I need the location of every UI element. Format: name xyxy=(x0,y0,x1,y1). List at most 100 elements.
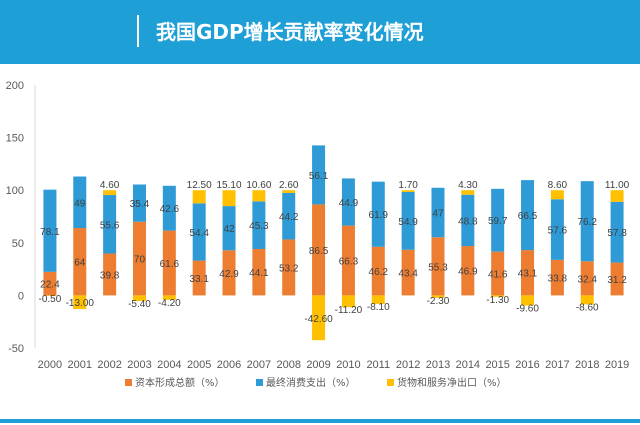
data-label: -8.10 xyxy=(367,302,390,313)
data-label: 12.50 xyxy=(187,180,212,191)
bar-segment xyxy=(491,295,505,297)
bar-segment xyxy=(401,191,415,250)
legend: 资本形成总额（%） 最终消费支出（%） 货物和服务净出口（%） xyxy=(125,376,507,389)
bar-segment xyxy=(73,176,87,229)
x-tick-label: 2011 xyxy=(366,359,390,371)
data-label: -0.50 xyxy=(39,294,62,305)
bar-segment xyxy=(610,190,624,202)
x-tick-label: 2007 xyxy=(247,359,271,371)
data-label: 42 xyxy=(223,224,235,235)
x-tick-label: 2013 xyxy=(426,359,450,371)
bar-segment xyxy=(252,190,266,202)
bar-segment xyxy=(401,249,415,296)
x-tick-label: 2006 xyxy=(217,359,241,371)
bar-segment xyxy=(43,189,57,272)
bar-segment xyxy=(521,295,535,306)
x-tick-label: 2016 xyxy=(515,359,539,371)
x-tick-label: 2000 xyxy=(38,359,62,371)
header-banner: 我国GDP增长贡献率变化情况 xyxy=(0,0,640,64)
bar-segment xyxy=(132,184,146,222)
bar-segment xyxy=(521,250,535,296)
bar-segment xyxy=(132,295,146,302)
header-divider xyxy=(137,15,139,47)
data-label: 61.9 xyxy=(369,210,389,221)
data-label: 44.1 xyxy=(249,268,269,279)
bar-segment xyxy=(73,228,87,296)
data-label: 57.8 xyxy=(607,228,627,239)
bar-segment xyxy=(491,188,505,252)
bar-segment xyxy=(491,251,505,296)
bar-segment xyxy=(431,187,445,238)
data-label: 43.4 xyxy=(398,269,418,280)
bar-segment xyxy=(550,199,564,260)
data-label: -2.30 xyxy=(427,296,450,307)
bar-segment xyxy=(371,181,385,247)
data-label: 70 xyxy=(134,255,146,266)
data-label: 53.2 xyxy=(279,263,299,274)
bar-segment xyxy=(282,192,296,240)
data-label: 54.4 xyxy=(189,228,209,239)
y-axis: -50 0 50 100 150 200 xyxy=(6,80,36,355)
bottom-rule xyxy=(0,419,640,423)
data-label: 33.8 xyxy=(548,274,568,285)
data-label: 2.60 xyxy=(279,180,299,191)
legend-swatch xyxy=(125,379,132,386)
bar-segment xyxy=(580,261,594,296)
bar-segment xyxy=(371,295,385,304)
bar-segment xyxy=(341,178,355,226)
data-labels: 22.4 78.1 -0.50 64 49 -13.00 39.8 55.6 4.60 70 35.… xyxy=(39,171,630,325)
data-label: 35.4 xyxy=(130,199,150,210)
bar-segment xyxy=(312,145,326,205)
x-tick-label: 2012 xyxy=(396,359,420,371)
data-label: 47 xyxy=(432,209,444,220)
bar-segment xyxy=(371,246,385,296)
x-tick-label: 2010 xyxy=(336,359,360,371)
x-tick-label: 2008 xyxy=(276,359,300,371)
bar-segment xyxy=(580,181,594,262)
y-tick-label: -50 xyxy=(8,343,24,355)
bar-segment xyxy=(521,180,535,251)
bar-segment xyxy=(192,190,206,204)
page-title: 我国GDP增长贡献率变化情况 xyxy=(156,20,424,44)
data-label: 78.1 xyxy=(40,227,60,238)
gdp-contribution-chart: -50 0 50 100 150 200 22.4 78.1 -0.50 64 49 -13.00 3… xyxy=(6,80,630,389)
legend-label: 最终消费支出（%） xyxy=(266,376,356,389)
bar-segment xyxy=(312,295,326,341)
data-label: 61.6 xyxy=(160,259,180,270)
data-label: 56.1 xyxy=(309,171,329,182)
bar-segment xyxy=(103,253,117,296)
bar-segment xyxy=(222,250,236,296)
bar-segment xyxy=(461,246,475,296)
data-label: 42.9 xyxy=(219,269,239,280)
data-label: 39.8 xyxy=(100,270,120,281)
bar-segment xyxy=(162,295,176,300)
legend-label: 资本形成总额（%） xyxy=(135,376,225,389)
bar-segment xyxy=(341,225,355,296)
y-tick-label: 0 xyxy=(18,290,24,302)
data-label: 4.60 xyxy=(100,180,120,191)
data-label: 31.2 xyxy=(607,275,627,286)
data-label: 59.7 xyxy=(488,216,508,227)
x-tick-label: 2005 xyxy=(187,359,211,371)
data-label: 1.70 xyxy=(398,180,418,191)
data-label: 55.6 xyxy=(100,220,120,231)
data-label: 44.2 xyxy=(279,212,299,223)
data-label: 64 xyxy=(74,258,86,269)
x-tick-label: 2001 xyxy=(68,359,92,371)
data-label: -5.40 xyxy=(128,299,151,310)
bar-segment xyxy=(431,295,445,298)
bar-segment xyxy=(222,206,236,251)
data-label: 46.9 xyxy=(458,267,478,278)
x-axis: 2000 2001 2002 2003 2004 2005 2006 2007 2008 2009… xyxy=(38,359,630,371)
bar-segment xyxy=(312,204,326,296)
x-tick-label: 2015 xyxy=(485,359,509,371)
legend-swatch xyxy=(256,379,263,386)
data-label: 8.60 xyxy=(548,180,568,191)
y-tick-label: 200 xyxy=(6,80,24,92)
x-tick-label: 2017 xyxy=(545,359,569,371)
bar-segment xyxy=(252,201,266,250)
data-label: 45.3 xyxy=(249,221,269,232)
y-tick-label: 50 xyxy=(12,238,24,250)
data-label: -11.20 xyxy=(335,305,363,316)
data-label: 66.3 xyxy=(339,257,359,268)
